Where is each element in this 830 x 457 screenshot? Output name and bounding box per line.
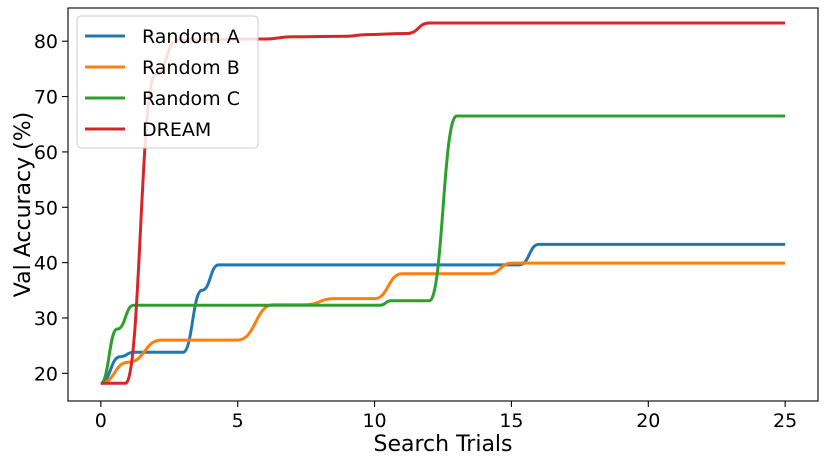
y-tick-label: 40	[34, 253, 58, 275]
y-tick-label: 60	[34, 142, 58, 164]
y-tick-label: 30	[34, 308, 58, 330]
x-tick-label: 0	[95, 410, 107, 432]
legend-label-random-a: Random A	[142, 26, 240, 48]
x-tick-label: 20	[636, 410, 660, 432]
legend-label-random-c: Random C	[142, 88, 240, 110]
series-line-random-b	[100, 261, 786, 385]
legend-label-random-b: Random B	[142, 57, 240, 79]
legend: Random A Random B Random C DREAM	[76, 15, 259, 149]
x-tick-label: 15	[499, 410, 523, 432]
series-line-dream	[100, 21, 786, 385]
x-axis-label: Search Trials	[374, 432, 513, 457]
y-tick-label: 80	[34, 31, 58, 53]
series-line-random-c	[99, 114, 786, 385]
axes-frame	[67, 7, 819, 402]
y-axis-label: Val Accuracy (%)	[11, 112, 36, 297]
x-tick-label: 5	[232, 410, 244, 432]
series-line-random-a	[100, 242, 786, 385]
series-layer	[99, 21, 786, 385]
x-tick-label: 25	[773, 410, 797, 432]
legend-box	[76, 15, 259, 149]
y-tick-label: 70	[34, 87, 58, 109]
x-tick-label: 10	[362, 410, 386, 432]
y-tick-label: 20	[34, 363, 58, 385]
legend-label-dream: DREAM	[142, 119, 211, 141]
axes-layer: 0 5 10 15 20 25 20 30 40 50 60 70 80	[34, 7, 819, 432]
y-tick-label: 50	[34, 197, 58, 219]
